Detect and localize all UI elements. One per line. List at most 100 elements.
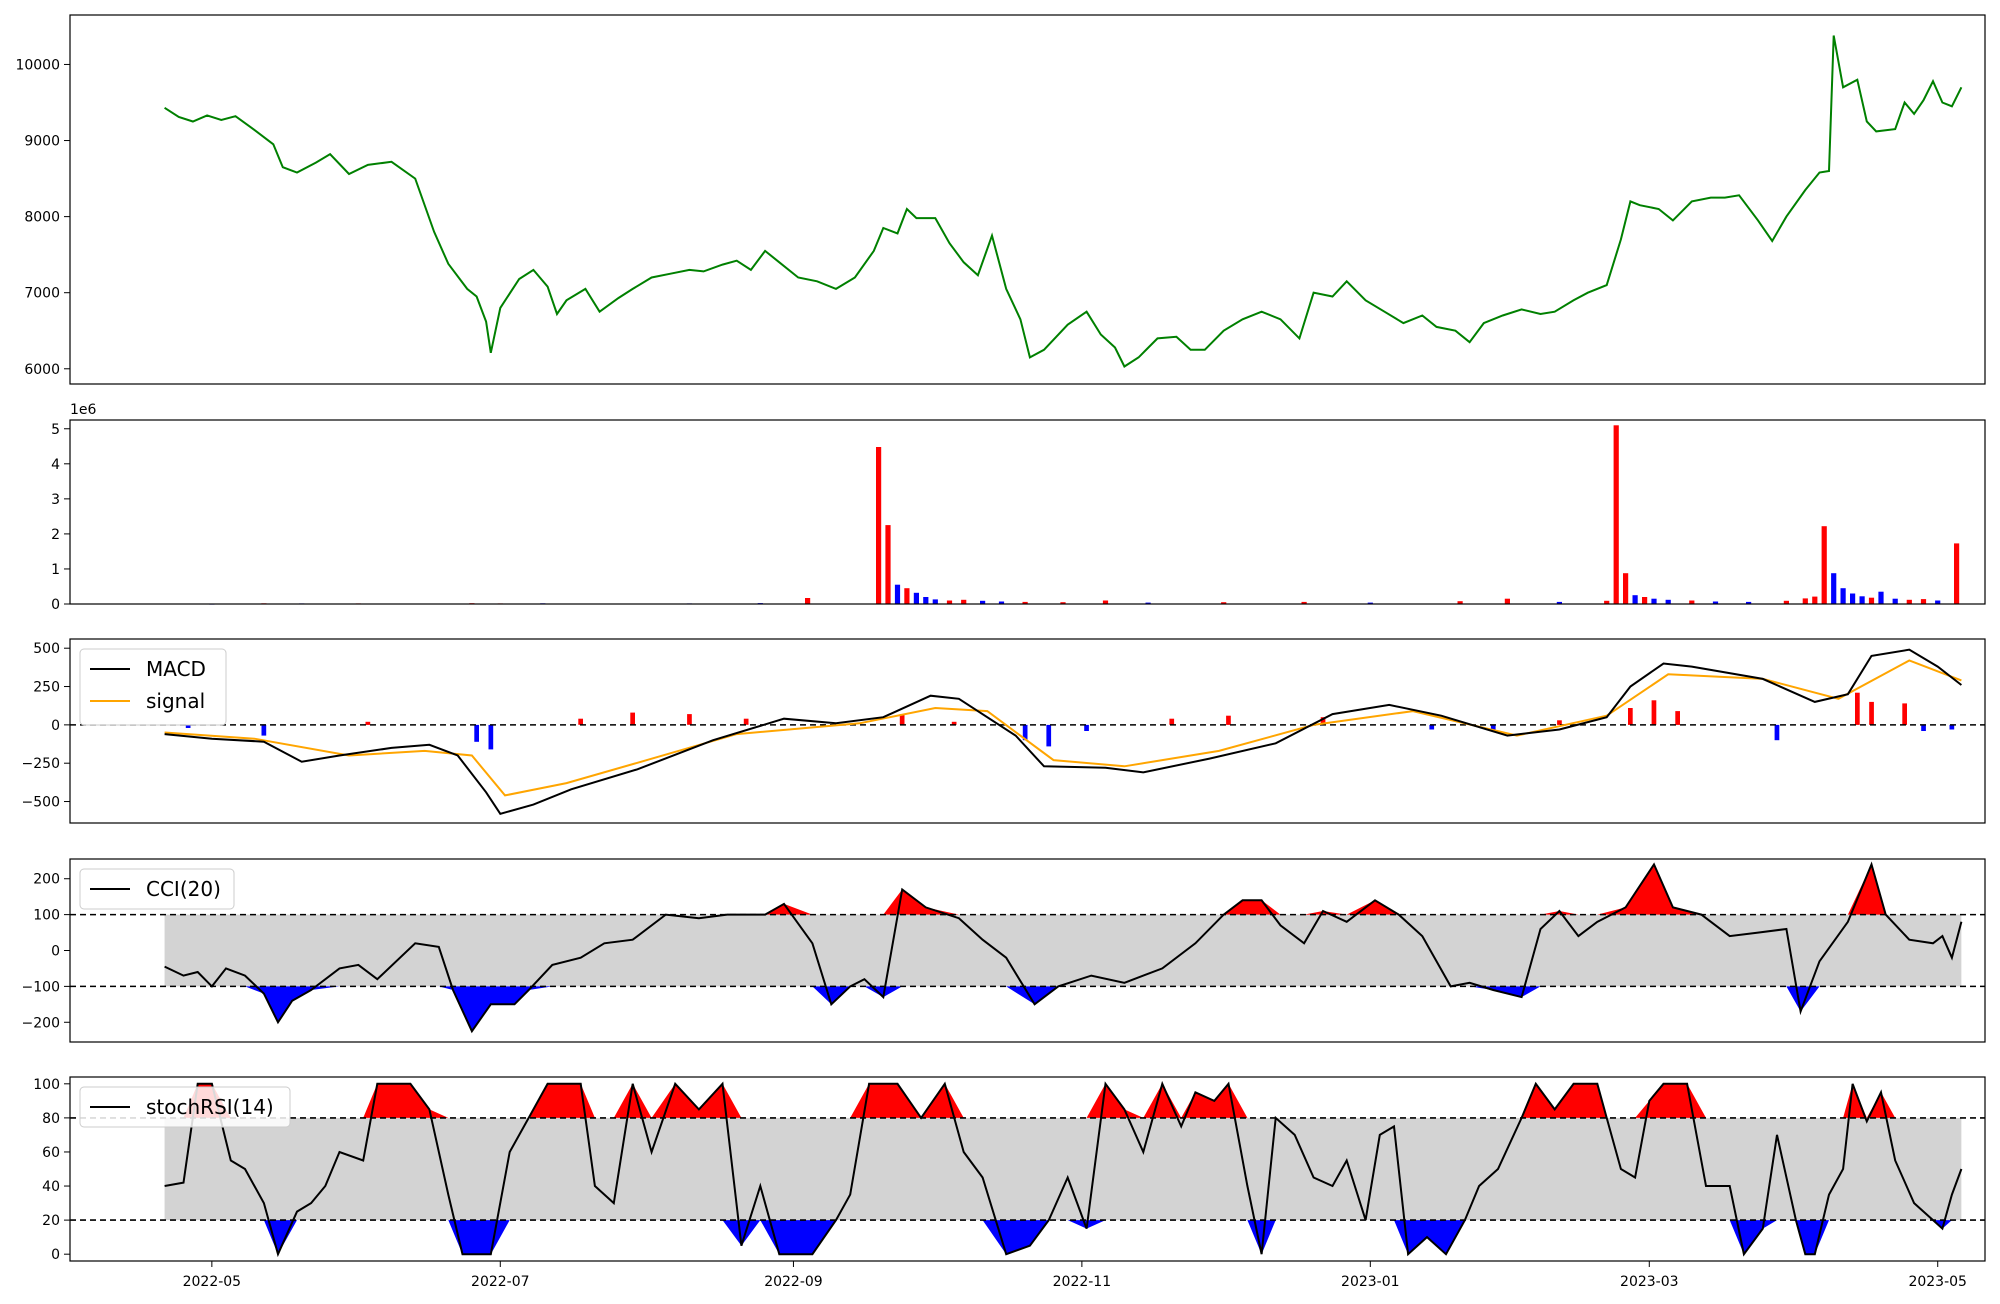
oversold-fill: [164, 986, 1962, 1032]
panel-frame: [69, 1076, 1986, 1262]
macd-histogram-bar: [488, 724, 494, 750]
volume-bar: [1712, 601, 1719, 604]
neutral-band: [164, 1117, 1962, 1221]
macd-histogram-bar: [578, 718, 583, 725]
volume-bar: [1746, 601, 1752, 604]
volume-bar: [1022, 601, 1028, 604]
volume-bar: [1145, 602, 1151, 604]
y-tick-label: 6000: [24, 362, 60, 378]
volume-bar: [1954, 543, 1960, 604]
y-tick-label: 3: [51, 492, 60, 508]
macd-histogram-bar: [687, 714, 692, 725]
macd-histogram-bar: [1022, 724, 1028, 741]
volume-bar: [998, 601, 1005, 604]
volume-bar: [1892, 598, 1898, 604]
macd-histogram-bar: [1949, 724, 1955, 730]
volume-bar: [1623, 573, 1629, 604]
macd-histogram-bar: [1855, 692, 1860, 725]
y-tick-label: 0: [51, 718, 60, 734]
volume-bar: [1632, 595, 1638, 604]
volume-bar: [1301, 601, 1307, 604]
date-axis: 2022-05 2022-07 2022-09 2022-11 2023-01 2023-…: [183, 1261, 1967, 1290]
y-tick-label: 100: [33, 908, 60, 924]
legend-label: stochRSI(14): [146, 1095, 274, 1119]
stochrsi-panel: 0 20 40 60 80 100 stochRSI(14): [33, 1076, 1986, 1263]
y-tick-label: 500: [33, 641, 60, 657]
y-tick-label: 0: [51, 1247, 60, 1263]
legend-label-macd: MACD: [146, 657, 206, 681]
macd-panel: −500 −250 0 250 500 MACD signal: [22, 638, 1986, 824]
volume-bar: [1831, 573, 1837, 604]
volume-bar: [946, 600, 953, 604]
macd-histogram-bar: [1226, 715, 1231, 725]
y-tick-label: 4: [51, 457, 60, 473]
volume-bar: [1060, 602, 1066, 604]
macd-line: [164, 648, 1963, 815]
macd-histogram-bar: [1902, 703, 1907, 725]
y-tick-label: 5: [51, 422, 60, 438]
x-tick-label: 2022-11: [1053, 1274, 1112, 1290]
macd-histogram-bar: [1675, 711, 1680, 725]
panel-frame: [69, 419, 1986, 605]
volume-bar: [1920, 599, 1927, 604]
y-tick-label: 7000: [24, 286, 60, 302]
neutral-band: [164, 914, 1962, 987]
y-tick-label: 60: [42, 1145, 60, 1161]
indicator-line: [164, 861, 1963, 1034]
volume-scale-label: 1e6: [70, 402, 97, 418]
volume-bar: [1821, 526, 1827, 604]
y-tick-label: 8000: [24, 210, 60, 226]
macd-histogram-bar: [1169, 718, 1175, 725]
macd-histogram-bar: [1490, 724, 1496, 731]
cci-panel: −200 −100 0 100 200 CCI(20): [22, 858, 1986, 1043]
signal-line: [164, 659, 1962, 797]
volume-bar: [923, 597, 929, 604]
legend: MACD signal: [79, 648, 227, 726]
volume-bar: [1935, 600, 1941, 604]
volume-bar: [1613, 425, 1619, 604]
macd-histogram-bar: [1628, 708, 1633, 725]
y-tick-label: −200: [22, 1015, 60, 1031]
macd-histogram-bar: [899, 714, 905, 725]
volume-bar: [1783, 600, 1789, 604]
macd-histogram-bar: [951, 721, 957, 725]
volume-bar: [980, 600, 986, 604]
macd-histogram-bar: [1869, 701, 1874, 725]
volume-bar: [1651, 598, 1657, 604]
volume-bar: [1642, 597, 1648, 604]
y-tick-label: 0: [51, 944, 60, 960]
volume-bar: [1840, 588, 1846, 604]
overbought-fill: [164, 864, 1962, 915]
macd-histogram-bar: [1921, 724, 1926, 731]
macd-histogram-bar: [1651, 700, 1657, 725]
legend-label-signal: signal: [146, 689, 205, 713]
macd-histogram-bar: [1084, 724, 1089, 731]
volume-bar: [1457, 601, 1463, 604]
price-line: [164, 35, 1963, 368]
y-tick-label: 250: [33, 680, 60, 696]
panel-frame: [69, 14, 1986, 385]
volume-panel: 0 1 2 3 4 5 1e6: [51, 402, 1986, 613]
macd-histogram-bar: [261, 724, 267, 736]
macd-histogram-bar: [1429, 724, 1435, 730]
volume-bar: [1802, 598, 1808, 604]
legend-frame: [79, 868, 235, 910]
macd-histogram-bar: [630, 712, 635, 725]
indicator-line: [164, 1080, 1963, 1258]
x-tick-label: 2023-03: [1620, 1274, 1679, 1290]
macd-histogram-bar: [1046, 724, 1052, 747]
volume-bar: [1102, 600, 1109, 604]
y-tick-label: 9000: [24, 134, 60, 150]
y-tick-label: 40: [42, 1179, 60, 1195]
price-panel: 6000 7000 8000 9000 10000: [15, 14, 1986, 385]
y-tick-label: 20: [42, 1213, 60, 1229]
y-tick-label: 200: [33, 872, 60, 888]
volume-bar: [913, 592, 919, 604]
y-tick-label: −500: [22, 795, 60, 811]
macd-histogram-bar: [743, 718, 749, 725]
volume-bar: [1604, 600, 1610, 604]
y-tick-label: 10000: [15, 57, 60, 73]
panel-frame: [69, 638, 1986, 824]
y-tick-label: −100: [22, 979, 60, 995]
